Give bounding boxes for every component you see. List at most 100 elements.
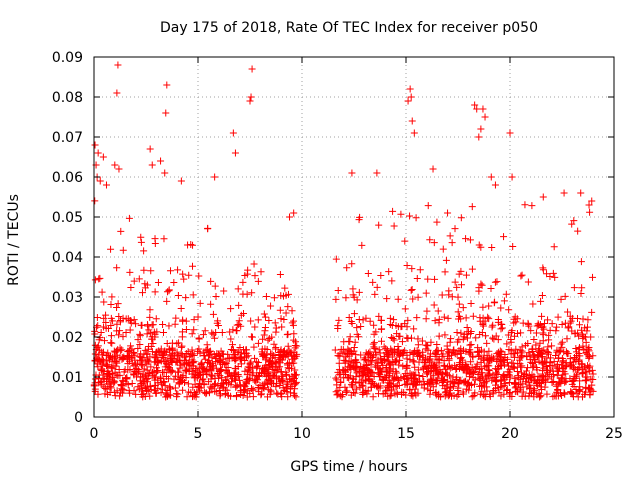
data-point xyxy=(535,357,543,365)
data-point xyxy=(282,387,290,395)
data-point xyxy=(478,369,486,377)
data-point xyxy=(235,301,243,309)
data-point xyxy=(549,393,557,401)
data-point xyxy=(233,327,241,335)
data-point xyxy=(512,345,520,353)
data-point xyxy=(250,343,258,351)
data-point xyxy=(498,324,506,332)
data-point xyxy=(514,372,522,380)
data-point xyxy=(466,236,474,244)
data-point xyxy=(553,388,561,396)
data-point xyxy=(212,355,220,363)
data-point xyxy=(119,333,127,341)
data-point xyxy=(111,348,119,356)
data-point xyxy=(342,294,350,302)
data-point xyxy=(359,382,367,390)
data-point xyxy=(136,353,144,361)
data-point xyxy=(538,379,546,387)
data-point xyxy=(438,291,446,299)
data-point xyxy=(137,233,145,241)
data-point xyxy=(100,383,108,391)
data-point xyxy=(561,377,569,385)
y-tick-label: 0.06 xyxy=(52,170,83,186)
data-point xyxy=(145,326,153,334)
data-point xyxy=(102,181,110,189)
data-point xyxy=(214,370,222,378)
data-point xyxy=(260,331,268,339)
data-point xyxy=(160,358,168,366)
data-point xyxy=(403,361,411,369)
data-point xyxy=(388,322,396,330)
data-point xyxy=(188,346,196,354)
data-point xyxy=(533,366,541,374)
data-point xyxy=(453,328,461,336)
data-point xyxy=(249,393,257,401)
data-point xyxy=(574,227,582,235)
data-point xyxy=(377,337,385,345)
data-point xyxy=(291,385,299,393)
data-point xyxy=(583,368,591,376)
data-point xyxy=(185,367,193,375)
data-point xyxy=(488,323,496,331)
data-point xyxy=(475,348,483,356)
data-point xyxy=(498,320,506,328)
data-point xyxy=(561,370,569,378)
data-point xyxy=(431,275,439,283)
data-point xyxy=(519,319,527,327)
data-point xyxy=(143,330,151,338)
data-point xyxy=(205,389,213,397)
data-point xyxy=(561,292,569,300)
data-point xyxy=(105,356,113,364)
data-point xyxy=(435,390,443,398)
data-point xyxy=(454,308,462,316)
data-point xyxy=(94,342,102,350)
data-point xyxy=(485,302,493,310)
data-point xyxy=(366,317,374,325)
data-point xyxy=(510,363,518,371)
data-point xyxy=(286,213,294,221)
data-point xyxy=(181,366,189,374)
data-point xyxy=(292,338,300,346)
data-point xyxy=(435,332,443,340)
data-point xyxy=(284,393,292,401)
data-point xyxy=(339,390,347,398)
data-point xyxy=(122,315,130,323)
data-point xyxy=(536,339,544,347)
data-point xyxy=(589,273,597,281)
data-point xyxy=(174,291,182,299)
data-point xyxy=(337,378,345,386)
data-point xyxy=(465,379,473,387)
data-point xyxy=(538,386,546,393)
data-point xyxy=(342,388,350,396)
x-tick-label: 15 xyxy=(397,426,415,442)
data-point xyxy=(511,380,519,388)
data-point xyxy=(368,357,376,365)
data-point xyxy=(468,265,476,273)
data-point xyxy=(550,243,558,251)
data-point xyxy=(406,385,414,393)
data-point xyxy=(161,363,169,371)
x-tick-label: 20 xyxy=(501,426,519,442)
data-point xyxy=(126,316,134,324)
data-point xyxy=(111,378,119,386)
data-point xyxy=(475,133,483,141)
data-point xyxy=(408,265,416,273)
data-point xyxy=(166,351,174,359)
data-point xyxy=(409,380,417,388)
data-point xyxy=(177,343,185,351)
data-point xyxy=(334,325,342,333)
data-point xyxy=(134,345,142,353)
data-point xyxy=(361,371,369,379)
data-point xyxy=(179,270,187,278)
data-point xyxy=(342,353,350,361)
data-point xyxy=(479,391,487,399)
data-point xyxy=(420,377,428,385)
data-point xyxy=(430,239,438,247)
data-point xyxy=(254,376,262,384)
data-point xyxy=(206,347,214,355)
data-point xyxy=(457,329,465,337)
data-point xyxy=(211,387,219,395)
data-point xyxy=(385,268,393,276)
data-point xyxy=(383,383,391,391)
